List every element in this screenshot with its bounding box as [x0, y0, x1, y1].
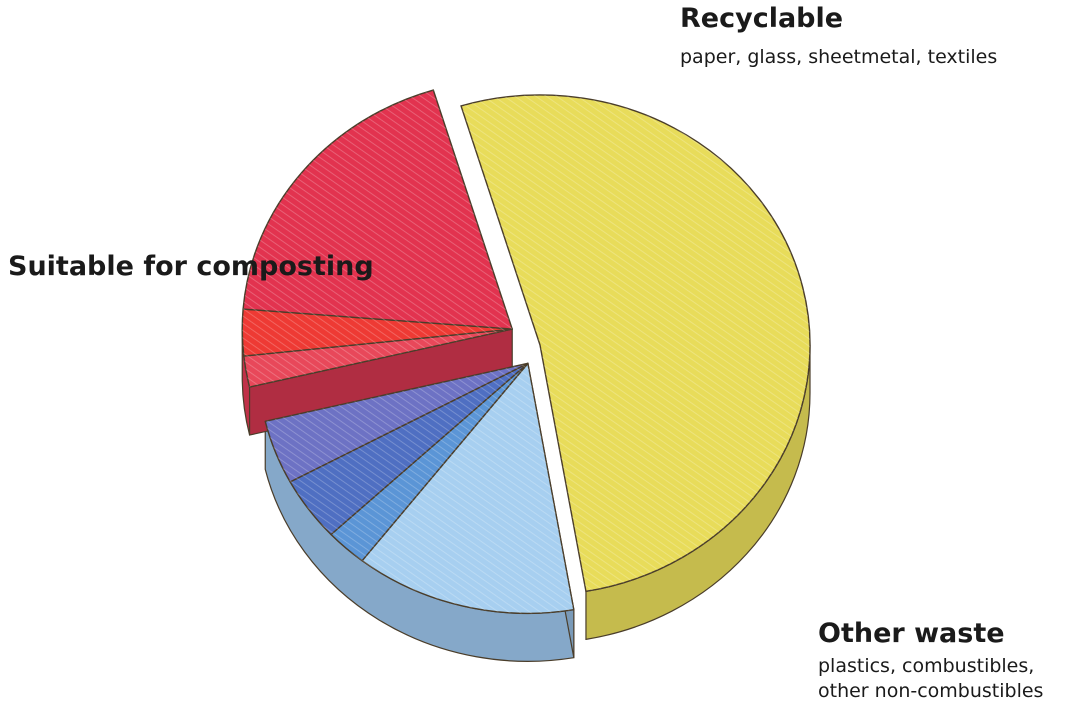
slice-texture-2 — [242, 90, 513, 388]
recyclable-label: Recyclable — [680, 3, 844, 34]
legend-recyclable: Recyclable paper, glass, sheetmetal, tex… — [680, 4, 997, 70]
other-waste-label: Other waste — [818, 618, 1005, 649]
other-waste-description: plastics, combustibles, other non-combus… — [818, 655, 1044, 702]
compost-label: Suitable for composting — [8, 251, 374, 282]
slice-texture-0 — [461, 95, 810, 592]
recyclable-description: paper, glass, sheetmetal, textiles — [680, 46, 998, 68]
legend-compost: Suitable for composting — [8, 252, 374, 282]
slice-texture-1 — [265, 363, 574, 614]
pie-slices — [241, 89, 811, 662]
legend-other-waste: Other waste plastics, combustibles, othe… — [818, 619, 1068, 704]
